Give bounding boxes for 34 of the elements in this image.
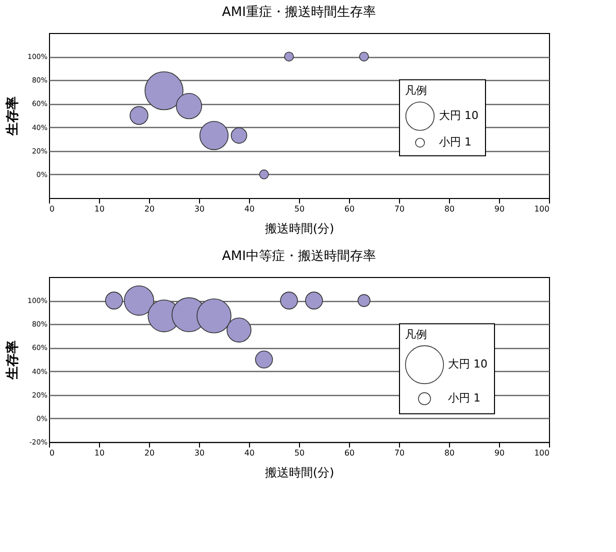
y-axis-title: 生存率 bbox=[4, 340, 20, 380]
x-axis-title: 搬送時間(分) bbox=[264, 466, 334, 480]
legend-label: 大円 10 bbox=[439, 109, 478, 122]
x-tick-label: 0 bbox=[50, 204, 55, 214]
x-tick-label: 100 bbox=[534, 448, 550, 458]
y-axis-title: 生存率 bbox=[4, 96, 20, 136]
legend-label: 小円 1 bbox=[439, 136, 472, 149]
legend-title: 凡例 bbox=[405, 328, 427, 342]
x-tick-label: 80 bbox=[444, 204, 455, 214]
x-tick-label: 40 bbox=[244, 204, 255, 214]
x-tick-label: 50 bbox=[294, 204, 305, 214]
x-tick-label: 60 bbox=[344, 204, 355, 214]
x-tick-label: 90 bbox=[494, 448, 505, 458]
x-tick-label: 10 bbox=[94, 204, 105, 214]
x-tick-label: 10 bbox=[94, 448, 105, 458]
x-axis-title: 搬送時間(分) bbox=[264, 222, 334, 236]
chart-title: AMI中等症・搬送時間存率 bbox=[222, 248, 376, 264]
chart-title: AMI重症・搬送時間生存率 bbox=[222, 4, 376, 20]
legend-title: 凡例 bbox=[405, 84, 427, 98]
x-tick-label: 100 bbox=[534, 204, 550, 214]
x-tick-label: 40 bbox=[244, 448, 255, 458]
legend-label: 小円 1 bbox=[448, 392, 480, 405]
x-tick-label: 70 bbox=[394, 448, 405, 458]
x-tick-label: 60 bbox=[344, 448, 355, 458]
x-tick-label: 50 bbox=[294, 448, 305, 458]
x-tick-label: 30 bbox=[194, 204, 205, 214]
x-tick-label: 90 bbox=[494, 204, 505, 214]
x-tick-label: 20 bbox=[144, 204, 155, 214]
x-tick-label: 80 bbox=[444, 448, 455, 458]
x-tick-label: 20 bbox=[144, 448, 155, 458]
x-tick-label: 0 bbox=[50, 448, 55, 458]
x-tick-label: 30 bbox=[194, 448, 205, 458]
legend-label: 大円 10 bbox=[448, 358, 488, 371]
x-tick-label: 70 bbox=[394, 204, 405, 214]
